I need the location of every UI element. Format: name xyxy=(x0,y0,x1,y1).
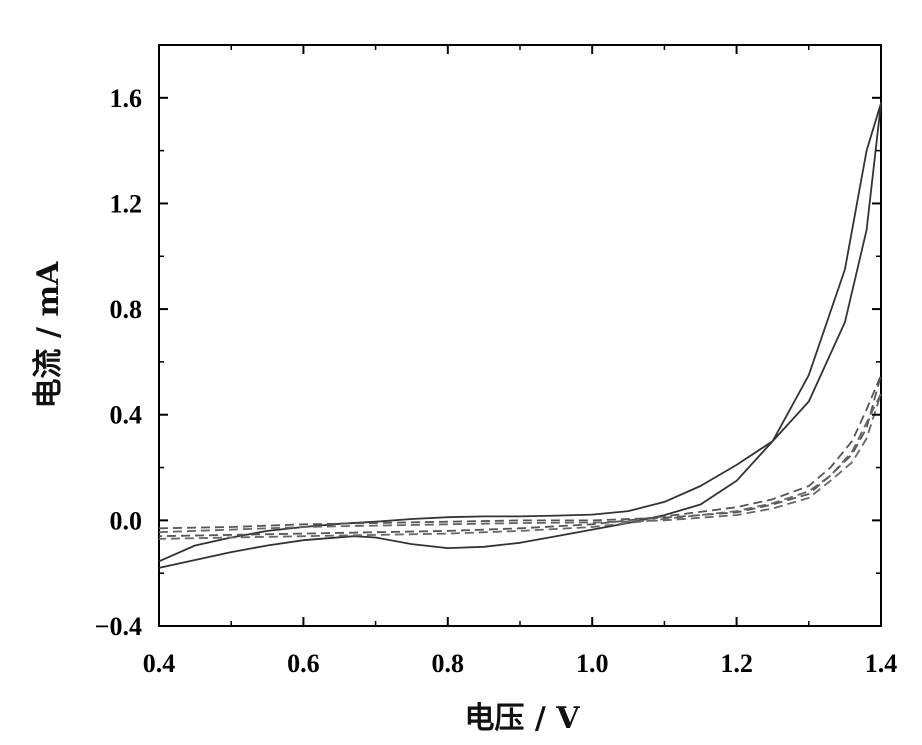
dashed-cv-curve xyxy=(158,374,882,538)
y-tick-label: 0.0 xyxy=(110,506,143,535)
tick-layer: 0.4 0.6 0.8 1.0 1.2 1.4 −0.4 0.0 0.4 0.8 1.2 1.6 xyxy=(95,44,898,678)
x-tick-label: 1.2 xyxy=(720,649,753,678)
x-tick-label: 1.0 xyxy=(576,649,609,678)
x-tick-label: 0.8 xyxy=(432,649,465,678)
plot-frame xyxy=(158,44,882,627)
y-tick-label: −0.4 xyxy=(95,612,142,641)
x-tick-label: 0.4 xyxy=(143,649,176,678)
series-layer xyxy=(158,102,882,569)
x-axis-title: 电压 / V xyxy=(464,701,580,736)
x-tick-label: 1.4 xyxy=(865,649,898,678)
y-tick-label: 1.6 xyxy=(110,84,143,113)
solid-cv-curve xyxy=(158,102,882,569)
dashed-cv-curve xyxy=(158,392,882,540)
x-tick-label: 0.6 xyxy=(287,649,320,678)
y-axis-title: 电流 / mA xyxy=(31,261,66,409)
y-tick-label: 0.8 xyxy=(110,295,143,324)
y-tick-label: 1.2 xyxy=(110,189,143,218)
y-tick-label: 0.4 xyxy=(110,401,143,430)
